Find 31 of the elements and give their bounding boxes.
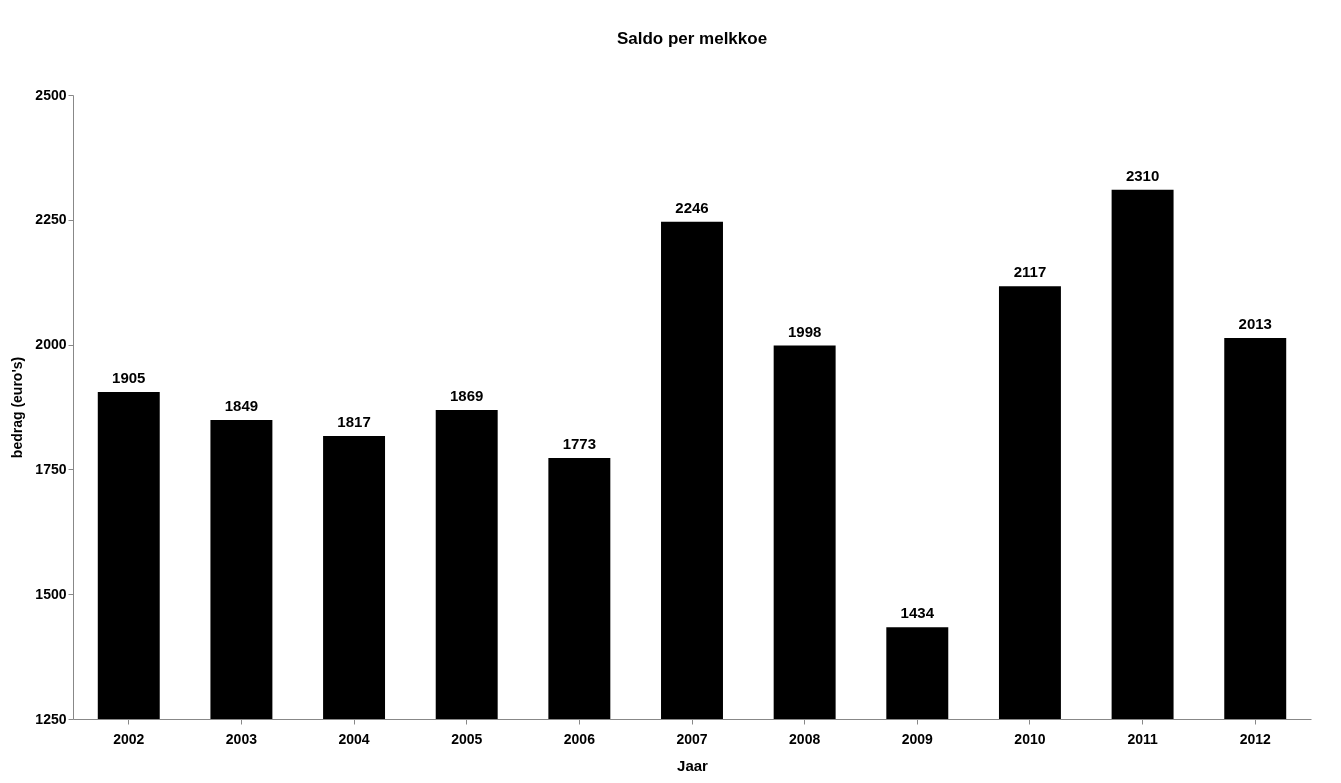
y-axis-title: bedrag (euro's): [9, 356, 26, 459]
data-label: 2117: [1013, 263, 1047, 281]
y-tick-label: 2000: [35, 336, 67, 353]
x-axis-title: Jaar: [677, 756, 709, 774]
chart-title: Saldo per melkkoe: [616, 29, 768, 48]
x-tick-label: 2004: [338, 730, 370, 747]
data-label: 1817: [337, 412, 371, 430]
data-label: 2013: [1238, 315, 1272, 333]
x-tick-label: 2009: [901, 730, 934, 747]
data-label: 2246: [675, 198, 709, 216]
x-tick-label: 2010: [1014, 730, 1046, 747]
x-tick-label: 2005: [451, 730, 483, 747]
x-tick-label: 2002: [113, 730, 145, 747]
data-label: 1773: [562, 434, 597, 452]
y-tick-label: 1750: [35, 460, 67, 477]
data-label: 1998: [787, 322, 822, 340]
data-label: 1869: [450, 387, 484, 404]
data-label: 1849: [224, 396, 259, 414]
y-tick-label: 1500: [35, 585, 67, 602]
data-label: 1905: [112, 369, 146, 387]
x-tick-label: 2006: [563, 730, 596, 747]
data-label: 1434: [900, 604, 935, 622]
x-tick-label: 2003: [225, 730, 258, 747]
x-tick-label: 2008: [789, 730, 821, 747]
x-tick-label: 2011: [1127, 730, 1158, 747]
y-tick-label: 2250: [35, 211, 67, 228]
x-tick-label: 2007: [676, 730, 708, 747]
y-tick-label: 2500: [35, 86, 67, 103]
x-tick-label: 2012: [1239, 730, 1272, 747]
y-tick-label: 1250: [35, 710, 67, 727]
data-label: 2310: [1125, 166, 1160, 184]
